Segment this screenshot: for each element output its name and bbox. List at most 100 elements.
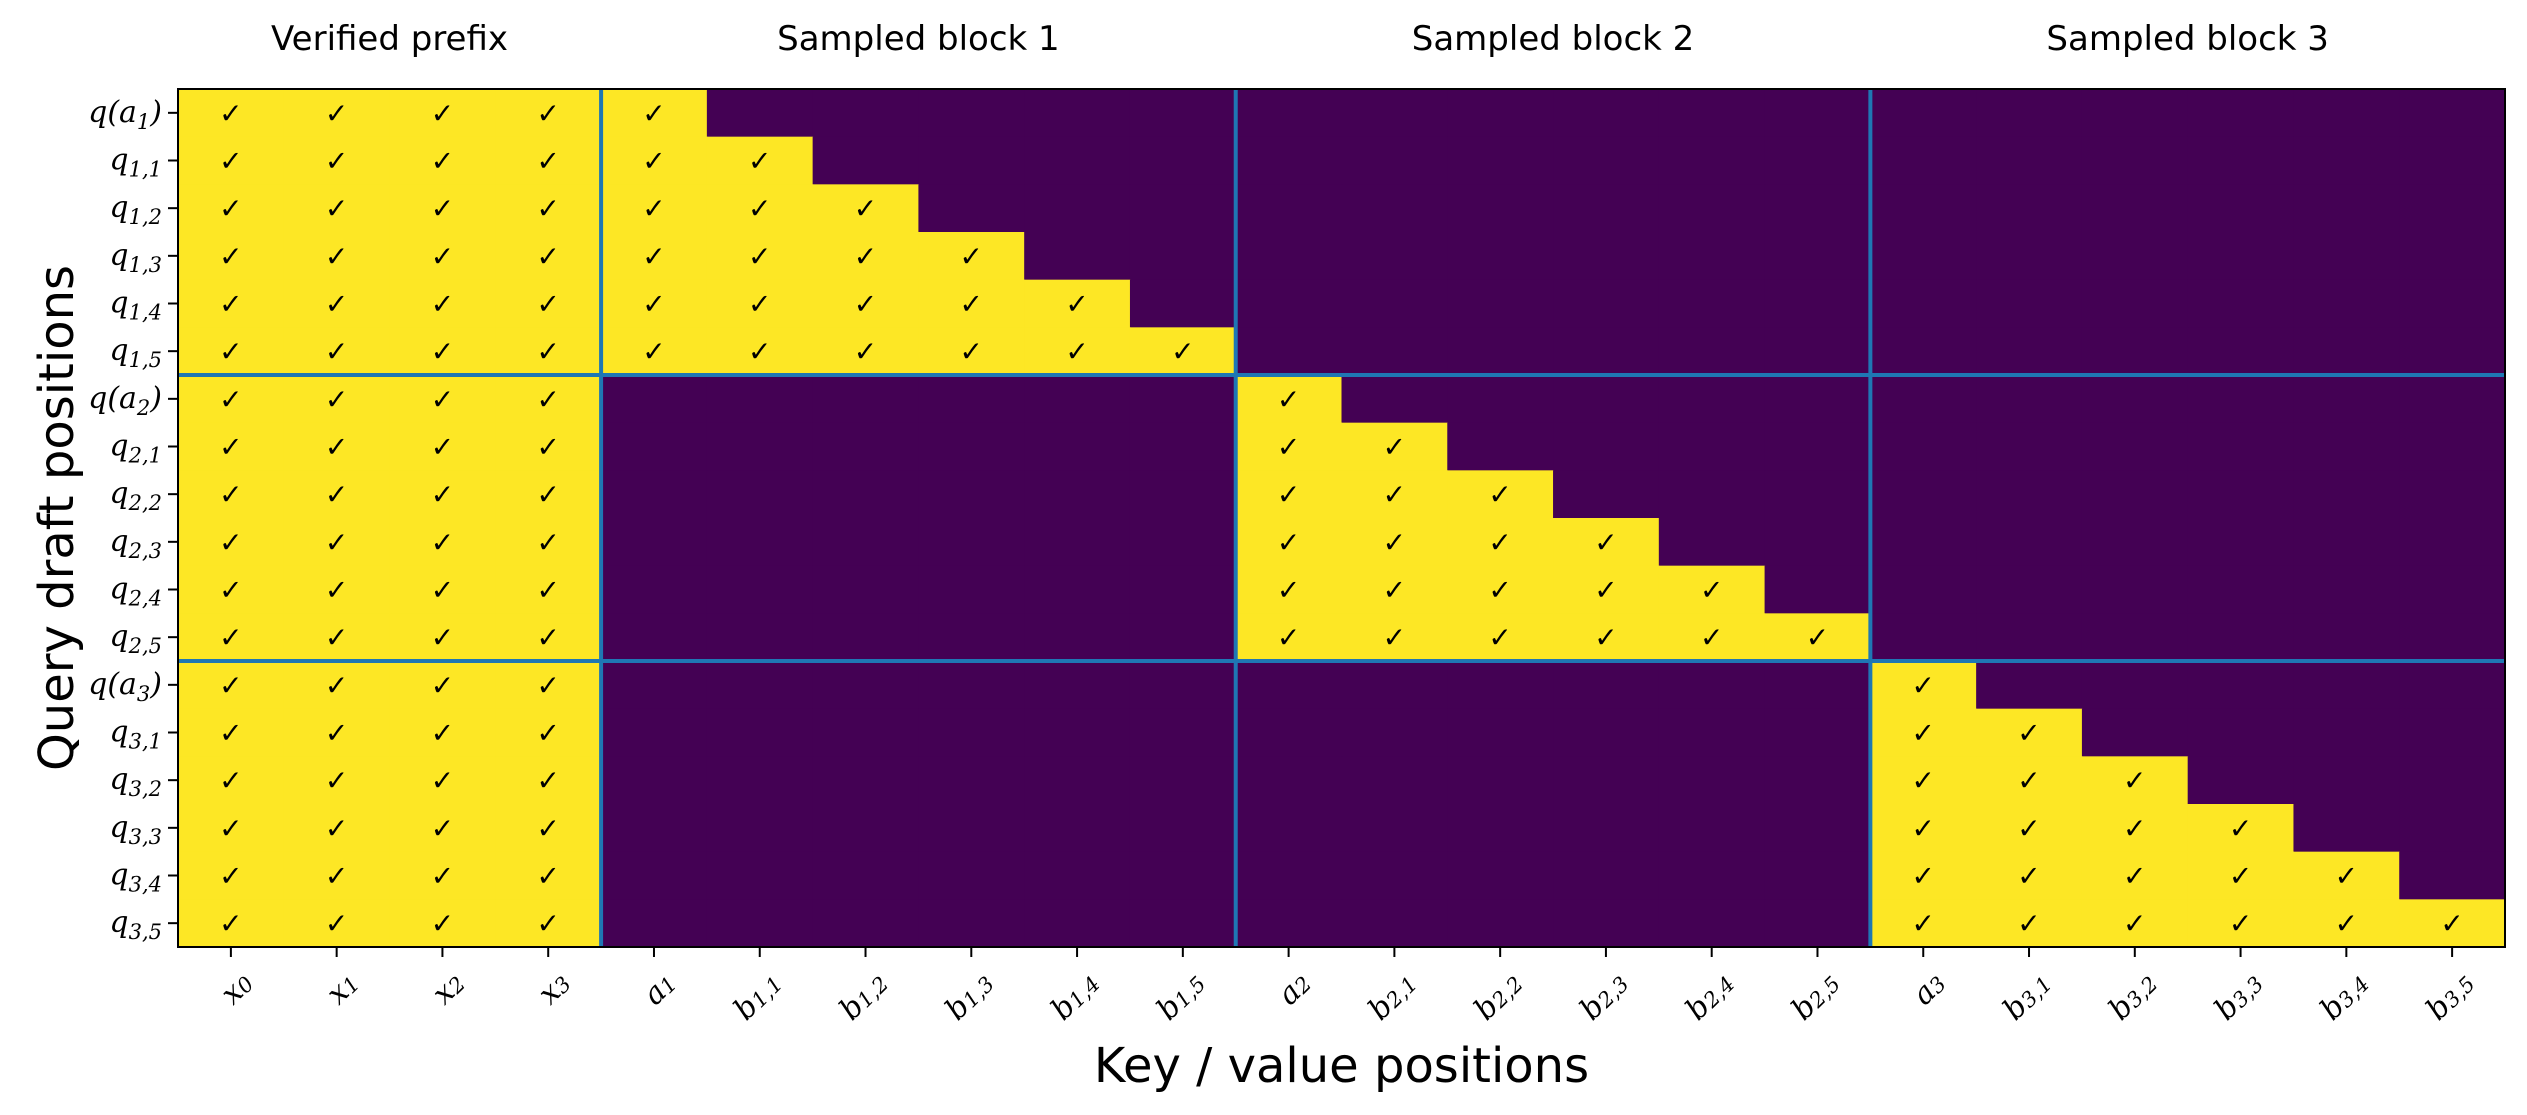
cell-r7-c4: [601, 422, 708, 471]
cell-r13-c1: [283, 708, 391, 757]
cell-r16-c13: [1553, 851, 1660, 900]
cell-r6-c14: [1658, 375, 1766, 424]
cell-r10-c12: [1447, 565, 1554, 614]
cell-r10-c3: [495, 565, 602, 614]
cell-r14-c15: [1764, 756, 1871, 805]
check-mark: ✓: [1277, 621, 1300, 654]
cell-r13-c16: [1870, 708, 1977, 757]
check-mark: ✓: [536, 431, 559, 464]
cell-r11-c10: [1235, 613, 1343, 662]
cell-r13-c21: [2399, 708, 2506, 757]
cell-r11-c12: [1447, 613, 1554, 662]
check-mark: ✓: [642, 335, 665, 368]
check-mark: ✓: [325, 907, 348, 940]
cell-r6-c13: [1553, 375, 1660, 424]
cell-r1-c4: [601, 136, 708, 185]
cell-r3-c20: [2293, 232, 2400, 281]
cell-r15-c18: [2081, 804, 2189, 853]
check-mark: ✓: [1912, 717, 1935, 750]
cell-r17-c4: [601, 899, 708, 948]
cell-r17-c2: [389, 899, 496, 948]
cell-r5-c8: [1024, 327, 1131, 376]
cell-r17-c0: [178, 899, 285, 948]
check-mark: ✓: [536, 97, 559, 130]
check-mark: ✓: [219, 860, 242, 893]
cell-r6-c1: [283, 375, 391, 424]
cell-r13-c15: [1764, 708, 1871, 757]
cell-r15-c12: [1447, 804, 1554, 853]
group-titles: Verified prefix Sampled block 1 Sampled bl…: [271, 19, 2329, 59]
cell-r11-c20: [2293, 613, 2400, 662]
cell-r3-c18: [2081, 232, 2189, 281]
cell-r14-c6: [812, 756, 920, 805]
y-tick-label: q2,4: [109, 572, 162, 611]
cell-r3-c16: [1870, 232, 1977, 281]
cell-r4-c11: [1341, 279, 1448, 328]
cell-r17-c1: [283, 899, 391, 948]
cell-r1-c5: [706, 136, 814, 185]
check-mark: ✓: [1383, 574, 1406, 607]
cell-r3-c2: [389, 232, 496, 281]
cell-r12-c19: [2187, 661, 2295, 710]
cell-r8-c17: [1976, 470, 2083, 519]
cell-r13-c0: [178, 708, 285, 757]
cell-r12-c20: [2293, 661, 2400, 710]
cell-r4-c2: [389, 279, 496, 328]
check-mark: ✓: [854, 335, 877, 368]
cell-r15-c17: [1976, 804, 2083, 853]
cell-r1-c1: [283, 136, 391, 185]
cell-r16-c7: [918, 851, 1025, 900]
cell-r5-c11: [1341, 327, 1448, 376]
cell-r12-c10: [1235, 661, 1343, 710]
cell-r3-c10: [1235, 232, 1343, 281]
check-mark: ✓: [2017, 717, 2040, 750]
cell-r7-c6: [812, 422, 920, 471]
x-tick-label: b2,4: [1679, 965, 1741, 1027]
cell-r6-c12: [1447, 375, 1554, 424]
check-mark: ✓: [2335, 860, 2358, 893]
cell-r11-c2: [389, 613, 496, 662]
x-tick-label: b2,2: [1467, 965, 1529, 1027]
cell-r10-c2: [389, 565, 496, 614]
cell-r17-c18: [2081, 899, 2189, 948]
cell-r12-c3: [495, 661, 602, 710]
cell-r8-c1: [283, 470, 391, 519]
check-mark: ✓: [219, 526, 242, 559]
cell-r14-c17: [1976, 756, 2083, 805]
cell-r2-c4: [601, 184, 708, 233]
cell-r6-c5: [706, 375, 814, 424]
cell-r14-c16: [1870, 756, 1977, 805]
check-mark: ✓: [219, 431, 242, 464]
check-mark: ✓: [431, 621, 454, 654]
x-tick-label: b3,2: [2102, 965, 2164, 1027]
cell-r6-c21: [2399, 375, 2506, 424]
cell-r17-c14: [1658, 899, 1766, 948]
cell-r14-c19: [2187, 756, 2295, 805]
cell-r3-c14: [1658, 232, 1766, 281]
cell-r12-c16: [1870, 661, 1977, 710]
cell-r4-c20: [2293, 279, 2400, 328]
cell-r5-c21: [2399, 327, 2506, 376]
cell-r12-c13: [1553, 661, 1660, 710]
cell-r15-c3: [495, 804, 602, 853]
cell-r0-c8: [1024, 89, 1131, 138]
check-mark: ✓: [960, 288, 983, 321]
cell-r9-c1: [283, 518, 391, 567]
cell-r14-c18: [2081, 756, 2189, 805]
cell-r11-c18: [2081, 613, 2189, 662]
check-mark: ✓: [642, 240, 665, 273]
cell-r3-c21: [2399, 232, 2506, 281]
cell-r6-c20: [2293, 375, 2400, 424]
check-mark: ✓: [2123, 907, 2146, 940]
cell-r6-c2: [389, 375, 496, 424]
cell-r11-c17: [1976, 613, 2083, 662]
cell-r16-c5: [706, 851, 814, 900]
cell-r11-c6: [812, 613, 920, 662]
cell-r5-c19: [2187, 327, 2295, 376]
x-tick-label: b3,4: [2313, 965, 2375, 1027]
cell-r0-c2: [389, 89, 496, 138]
cell-r2-c18: [2081, 184, 2189, 233]
check-mark: ✓: [748, 192, 771, 225]
cell-r9-c10: [1235, 518, 1343, 567]
check-mark: ✓: [1383, 478, 1406, 511]
